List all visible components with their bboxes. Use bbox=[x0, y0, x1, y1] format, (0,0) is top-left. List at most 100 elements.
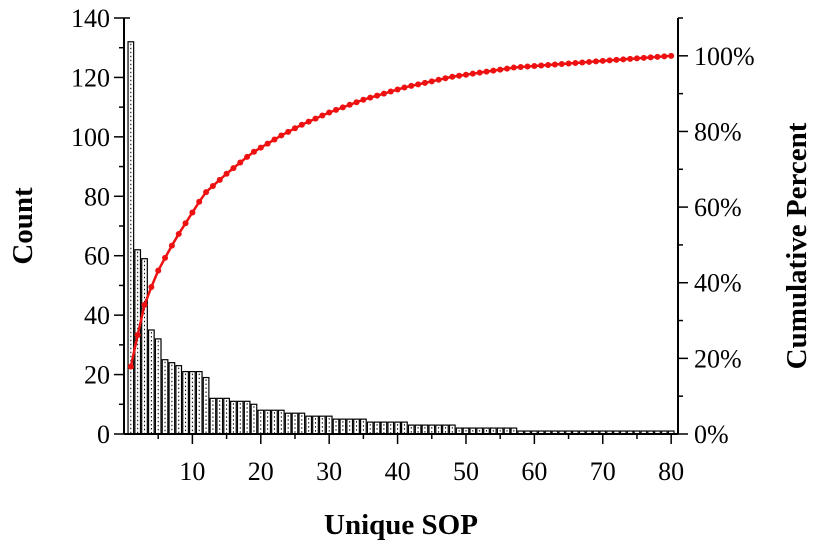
bar bbox=[264, 409, 272, 435]
bar bbox=[407, 424, 415, 435]
bar bbox=[236, 400, 244, 435]
cumulative-point bbox=[291, 125, 298, 132]
cumulative-point bbox=[510, 64, 517, 71]
cumulative-point bbox=[319, 112, 326, 119]
cumulative-point bbox=[517, 64, 524, 71]
cumulative-point bbox=[285, 128, 292, 135]
cumulative-point bbox=[209, 182, 216, 189]
cumulative-point bbox=[627, 55, 634, 62]
cumulative-point bbox=[189, 209, 196, 216]
cumulative-point bbox=[476, 69, 483, 76]
cumulative-point bbox=[421, 79, 428, 86]
cumulative-point bbox=[387, 88, 394, 95]
cumulative-point bbox=[586, 58, 593, 65]
cumulative-point bbox=[531, 63, 538, 70]
cumulative-point bbox=[599, 57, 606, 64]
cumulative-point bbox=[148, 284, 155, 291]
cumulative-point bbox=[360, 96, 367, 103]
cumulative-point bbox=[654, 53, 661, 60]
cumulative-point bbox=[298, 121, 305, 128]
cumulative-point bbox=[538, 62, 545, 69]
cumulative-point bbox=[168, 242, 175, 249]
cumulative-point bbox=[305, 118, 312, 125]
bar bbox=[448, 424, 456, 435]
cumulative-point bbox=[545, 62, 552, 68]
cumulative-point bbox=[141, 301, 148, 308]
cumulative-point bbox=[278, 132, 285, 139]
bar bbox=[230, 400, 237, 435]
cumulative-point bbox=[524, 63, 531, 70]
cumulative-point bbox=[415, 81, 422, 88]
cumulative-point bbox=[442, 75, 449, 82]
y-tick-label: 20 bbox=[84, 361, 110, 390]
y2-tick-label: 60% bbox=[694, 193, 742, 222]
x-tick-label: 60 bbox=[521, 457, 547, 486]
cumulative-point bbox=[462, 71, 469, 78]
y-axis-title: Count bbox=[7, 187, 39, 265]
bar bbox=[271, 409, 278, 435]
x-tick-label: 80 bbox=[658, 457, 684, 486]
cumulative-point bbox=[490, 67, 497, 74]
x-tick-label: 40 bbox=[385, 457, 411, 486]
bar bbox=[435, 424, 443, 435]
y-tick-label: 60 bbox=[84, 242, 110, 271]
cumulative-point bbox=[271, 136, 278, 143]
y2-tick-label: 80% bbox=[694, 117, 742, 146]
cumulative-point bbox=[647, 54, 654, 61]
cumulative-point bbox=[620, 56, 627, 63]
x-tick-label: 10 bbox=[179, 457, 205, 486]
x-axis-title: Unique SOP bbox=[324, 509, 478, 541]
cumulative-point bbox=[203, 189, 210, 196]
cumulative-point bbox=[216, 176, 223, 183]
cumulative-point bbox=[264, 140, 271, 147]
cumulative-point bbox=[579, 59, 586, 66]
cumulative-point bbox=[592, 58, 599, 65]
bar bbox=[277, 409, 285, 435]
y-tick-label: 40 bbox=[84, 301, 110, 330]
x-tick-label: 30 bbox=[316, 457, 342, 486]
bar bbox=[428, 424, 436, 435]
cumulative-point bbox=[134, 331, 141, 338]
cumulative-point bbox=[367, 94, 374, 101]
cumulative-point bbox=[196, 198, 203, 205]
cumulative-point bbox=[312, 115, 319, 122]
cumulative-point bbox=[456, 72, 463, 79]
y2-axis-title: Cumulative Percent bbox=[781, 122, 813, 369]
cumulative-point bbox=[326, 109, 333, 116]
labels-layer: Unique SOP Count Cumulative Percent bbox=[7, 122, 813, 541]
cumulative-point bbox=[223, 170, 230, 177]
y-tick-label: 80 bbox=[84, 182, 110, 211]
cumulative-point bbox=[408, 82, 415, 89]
y-tick-label: 120 bbox=[71, 63, 110, 92]
cumulative-point bbox=[175, 230, 182, 237]
cumulative-point bbox=[483, 68, 490, 75]
x-tick-label: 70 bbox=[590, 457, 616, 486]
cumulative-point bbox=[346, 101, 353, 108]
y-tick-label: 0 bbox=[97, 420, 110, 449]
x-tick-label: 50 bbox=[453, 457, 479, 486]
cumulative-point bbox=[162, 254, 169, 261]
cumulative-point bbox=[449, 73, 456, 80]
cumulative-percent-line bbox=[129, 54, 672, 367]
y2-tick-label: 40% bbox=[694, 269, 742, 298]
bar bbox=[442, 424, 449, 435]
cumulative-point bbox=[668, 52, 675, 59]
cumulative-point bbox=[640, 54, 647, 61]
cumulative-point bbox=[504, 65, 511, 72]
cumulative-point bbox=[435, 76, 442, 83]
cumulative-point bbox=[353, 99, 360, 106]
bar bbox=[257, 409, 265, 435]
y-tick-label: 140 bbox=[71, 4, 110, 33]
y-tick-label: 100 bbox=[71, 123, 110, 152]
bar bbox=[202, 376, 210, 435]
cumulative-point bbox=[613, 56, 620, 63]
cumulative-point bbox=[257, 144, 264, 151]
cumulative-point bbox=[497, 66, 504, 73]
axes-layer: 0 20 40 60 80 100 120 140 0% 20% 40% 60% 80% 100% 10 20… bbox=[71, 4, 755, 486]
bar bbox=[414, 424, 422, 435]
y2-tick-label: 20% bbox=[694, 344, 742, 373]
bar bbox=[421, 424, 429, 435]
cumulative-point bbox=[551, 61, 558, 68]
cumulative-point bbox=[127, 363, 134, 370]
